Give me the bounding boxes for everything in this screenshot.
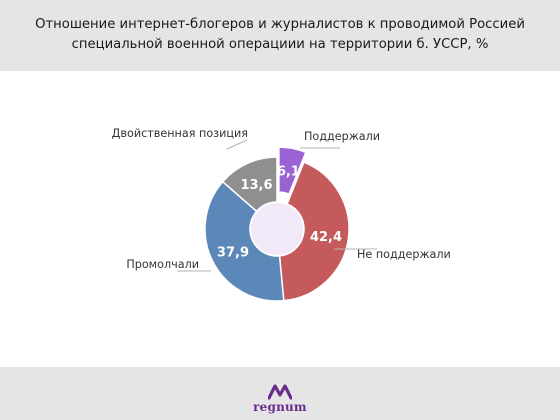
leader-line-двойственная-позиция bbox=[226, 139, 248, 150]
header-band bbox=[0, 0, 560, 71]
category-label-промолчали: Промолчали bbox=[126, 258, 199, 271]
chart-title-line-2: специальной военной операциии на террито… bbox=[71, 37, 489, 52]
value-label-промолчали: 37,9 bbox=[217, 246, 249, 261]
category-label-не-поддержали: Не поддержали bbox=[357, 248, 451, 261]
chart-title: Отношение интернет-блогеров и журналисто… bbox=[20, 15, 540, 55]
slice-двойственная-позиция bbox=[221, 156, 278, 213]
value-label-не-поддержали: 42,4 bbox=[310, 230, 342, 245]
donut-center bbox=[251, 203, 303, 255]
slice-промолчали bbox=[204, 180, 285, 302]
slice-поддержали bbox=[278, 146, 307, 196]
chart-title-line-1: Отношение интернет-блогеров и журналисто… bbox=[35, 17, 525, 32]
slice-не-поддержали bbox=[278, 161, 350, 302]
value-label-двойственная-позиция: 13,6 bbox=[240, 178, 272, 193]
regnum-logo-text: regnum bbox=[253, 400, 307, 414]
value-label-поддержали: 6,1 bbox=[277, 165, 300, 180]
regnum-logo-icon bbox=[268, 384, 292, 400]
category-label-двойственная-позиция: Двойственная позиция bbox=[112, 127, 248, 140]
category-label-поддержали: Поддержали bbox=[304, 130, 380, 143]
